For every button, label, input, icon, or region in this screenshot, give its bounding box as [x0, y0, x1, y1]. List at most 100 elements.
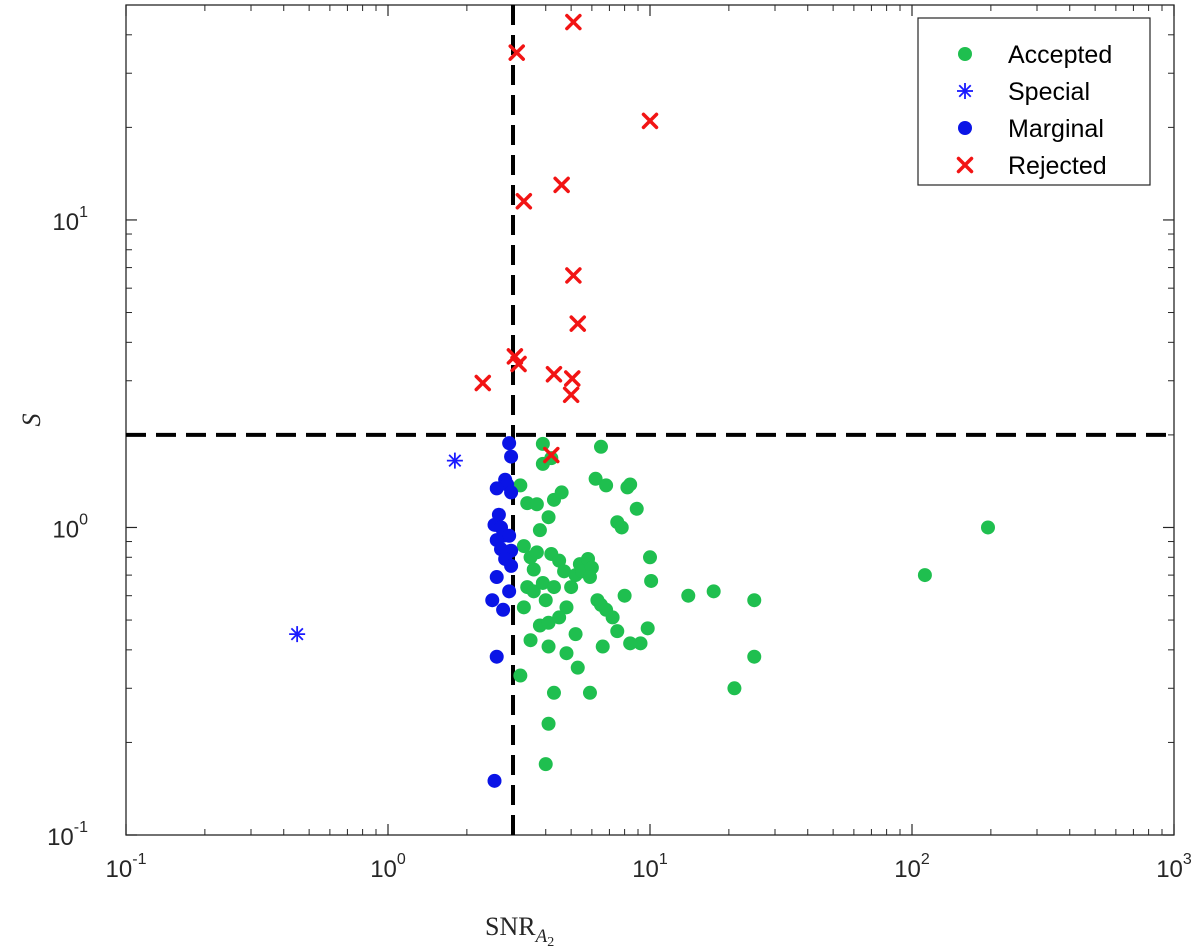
point-marginal: [504, 558, 519, 573]
point-accepted: [588, 471, 603, 486]
point-accepted: [552, 553, 567, 568]
point-accepted: [513, 668, 528, 683]
legend-item-special: Special: [957, 78, 1090, 106]
point-accepted: [546, 685, 561, 700]
point-accepted: [526, 562, 541, 577]
point-special: [446, 452, 463, 469]
point-rejected: [506, 348, 524, 365]
point-accepted: [706, 584, 721, 599]
legend-label-special: Special: [1008, 78, 1090, 106]
legend-item-accepted: Accepted: [958, 41, 1112, 69]
series-rejected: [474, 13, 659, 464]
y-tick-label: 101: [52, 204, 88, 236]
point-accepted: [552, 610, 567, 625]
point-accepted: [747, 593, 762, 608]
x-tick-label: 102: [894, 851, 930, 883]
point-accepted: [570, 660, 585, 675]
point-accepted: [747, 649, 762, 664]
x-tick-label: 103: [1156, 851, 1192, 883]
point-marginal: [502, 528, 517, 543]
point-accepted: [617, 588, 632, 603]
point-accepted: [605, 610, 620, 625]
data-points: [289, 13, 995, 788]
point-rejected: [553, 176, 570, 194]
point-accepted: [564, 580, 579, 595]
legend-marker-accepted: [958, 47, 972, 61]
point-accepted: [623, 477, 638, 492]
point-special: [289, 626, 306, 643]
point-accepted: [640, 621, 655, 636]
point-marginal: [489, 481, 504, 496]
point-accepted: [526, 584, 541, 599]
point-accepted: [538, 757, 553, 772]
point-accepted: [681, 588, 696, 603]
series-special: [289, 452, 463, 643]
point-marginal: [504, 485, 519, 500]
point-accepted: [559, 646, 574, 661]
legend-item-rejected: Rejected: [956, 152, 1107, 180]
point-accepted: [541, 510, 556, 525]
legend-label-marginal: Marginal: [1008, 115, 1104, 143]
point-accepted: [516, 600, 531, 615]
x-axis-label-subsub: 2: [547, 935, 554, 947]
point-accepted: [980, 520, 995, 535]
point-rejected: [543, 446, 560, 464]
point-accepted: [557, 564, 572, 579]
legend-label-accepted: Accepted: [1008, 41, 1112, 69]
point-accepted: [523, 633, 538, 648]
point-accepted: [532, 523, 547, 538]
legend-item-marginal: Marginal: [958, 115, 1104, 143]
point-rejected: [564, 370, 581, 387]
point-accepted: [529, 545, 544, 560]
series-marginal: [485, 436, 519, 788]
legend: Accepted Special Marginal Rejected: [917, 17, 1151, 186]
point-rejected: [565, 267, 582, 284]
tick-labels: 10-1 100 101 102 103 10-1 100 101: [47, 204, 1192, 883]
legend-marker-special: [957, 83, 973, 99]
point-rejected: [545, 365, 563, 383]
point-accepted: [644, 573, 659, 588]
legend-box: [917, 17, 1151, 186]
x-axis-label-main: SNR: [485, 912, 536, 941]
point-accepted: [541, 639, 556, 654]
point-accepted: [559, 600, 574, 615]
series-accepted: [513, 436, 995, 772]
point-rejected: [565, 13, 582, 31]
x-tick-label: 100: [370, 851, 406, 883]
point-marginal: [487, 773, 502, 788]
point-accepted: [582, 685, 597, 700]
x-axis-label-sub: A: [534, 926, 548, 947]
point-accepted: [595, 639, 610, 654]
point-marginal: [502, 584, 517, 599]
point-rejected: [508, 44, 525, 61]
point-accepted: [643, 550, 657, 565]
point-marginal: [496, 602, 511, 617]
point-accepted: [727, 681, 742, 696]
threshold-lines: [126, 5, 1174, 835]
y-tick-label: 10-1: [47, 819, 88, 851]
point-rejected: [569, 315, 587, 332]
point-rejected: [510, 355, 527, 373]
x-axis-label: SNRA2: [485, 912, 554, 947]
point-accepted: [541, 615, 556, 630]
y-tick-label: 100: [52, 511, 88, 543]
point-accepted: [593, 439, 608, 454]
point-accepted: [541, 716, 556, 731]
point-rejected: [641, 112, 659, 130]
point-accepted: [538, 593, 553, 608]
point-accepted: [535, 575, 550, 590]
point-accepted: [529, 497, 544, 512]
point-accepted: [535, 436, 550, 451]
legend-label-rejected: Rejected: [1008, 152, 1107, 180]
point-accepted: [546, 580, 561, 595]
point-accepted: [599, 478, 614, 493]
legend-marker-rejected: [956, 156, 974, 174]
point-marginal: [489, 649, 504, 664]
x-tick-label: 101: [632, 851, 668, 883]
point-accepted: [917, 568, 932, 583]
point-rejected: [562, 386, 580, 404]
legend-marker-marginal: [958, 121, 972, 135]
point-accepted: [633, 636, 648, 651]
